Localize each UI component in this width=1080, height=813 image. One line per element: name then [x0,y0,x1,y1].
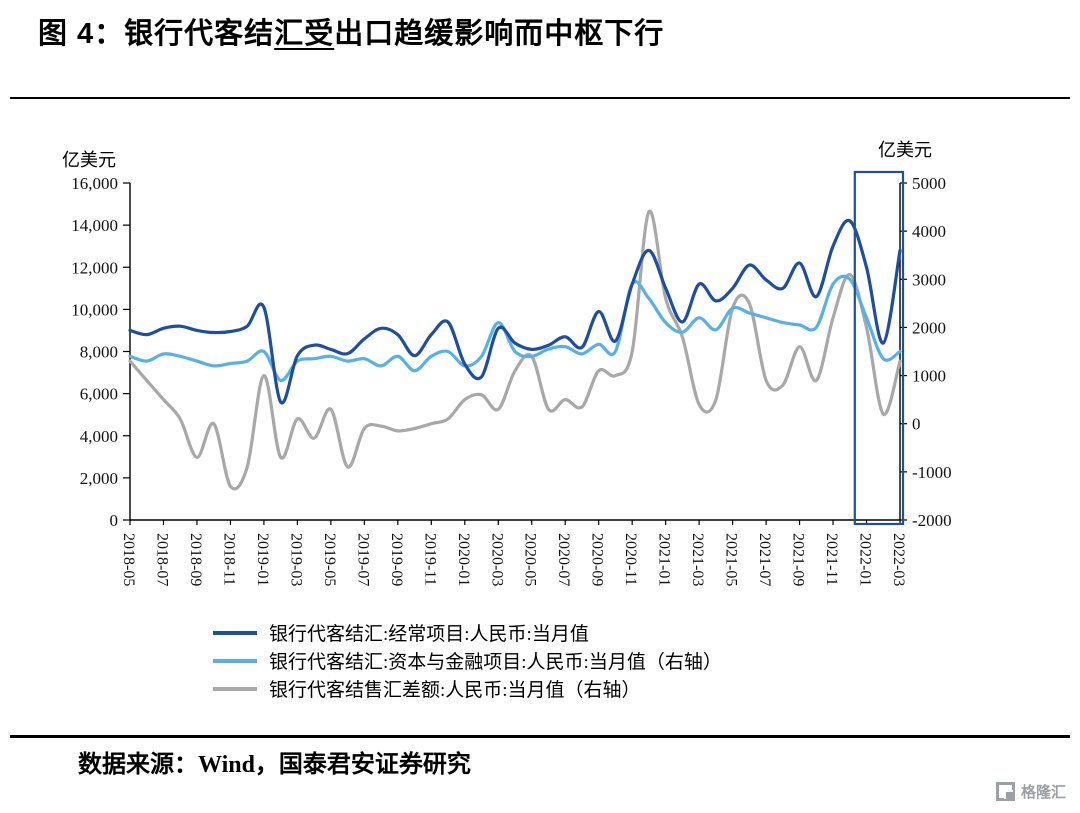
x-axis-tick-label: 2021-01 [656,533,673,586]
x-axis-tick-label: 2019-03 [287,533,304,586]
left-axis-tick-label: 16,000 [71,174,118,193]
left-axis-tick-label: 12,000 [71,258,118,277]
legend-label-settlement-balance: 银行代客结售汇差额:人民币:当月值（右轴） [269,680,641,701]
x-axis-tick-label: 2019-11 [421,533,438,586]
title-text-prefix: 图 4：银行代客结 [38,18,275,50]
x-axis-tick-label: 2022-01 [857,533,874,586]
left-axis-tick-label: 4,000 [80,427,118,446]
x-axis-tick-label: 2018-05 [120,533,137,586]
x-axis-tick-label: 2021-07 [756,533,773,586]
chart-canvas: 0 2,000 4,000 6,000 8,000 10,000 12,000 14,000 1… [71,170,952,586]
data-source-text: 数据来源：Wind，国泰君安证券研究 [78,752,471,778]
series-line-2 [128,209,902,491]
highlight-box [853,170,905,526]
x-axis-tick-label: 2022-03 [890,533,907,586]
left-axis-tick-label: 10,000 [71,300,118,319]
legend-swatch-settlement-balance [213,686,257,691]
x-axis-tick-label: 2021-03 [689,533,706,586]
left-axis-unit-label: 亿美元 [62,150,116,170]
legend-swatch-capital-financial [213,658,257,663]
x-axis-tick-label: 2019-05 [321,533,338,586]
right-axis-tick-label: 5000 [912,174,946,193]
legend-swatch-current-account [213,630,257,635]
left-axis-tick-label: 14,000 [71,216,118,235]
x-axis-tick-label: 2019-01 [254,533,271,586]
right-axis-tick-label: 3000 [912,270,946,289]
x-axis-tick-label: 2021-09 [790,533,807,586]
x-axis-tick-label: 2020-11 [622,533,639,586]
legend-item-current-account: 银行代客结汇:经常项目:人民币:当月值 [213,620,722,645]
title-text-underlined: 汇受 [274,18,335,50]
right-axis-tick-label: 0 [912,415,921,434]
right-axis-tick-label: -2000 [912,511,952,530]
bottom-divider [10,735,1070,738]
left-axis-tick-label: 0 [110,511,119,530]
gelonghui-logo-inner [1003,790,1013,799]
gelonghui-watermark: 格隆汇 [995,781,1066,802]
x-axis-tick-label: 2020-01 [455,533,472,586]
gelonghui-logo-text: 格隆汇 [1020,784,1066,801]
figure-title: 图 4：银行代客结汇受出口趋缓影响而中枢下行 [38,10,664,52]
right-axis-tick-label: 1000 [912,367,946,386]
right-axis-tick-label: 4000 [912,222,946,241]
right-axis-tick-label: 2000 [912,318,946,337]
series-line-0 [128,218,902,405]
x-axis-tick-label: 2021-05 [723,533,740,586]
top-divider [10,97,1070,99]
title-text-suffix: 出口趋缓影响而中枢下行 [334,18,665,50]
x-axis-tick-label: 2020-07 [555,533,572,586]
x-axis-tick-label: 2019-09 [388,533,405,586]
legend-item-settlement-balance: 银行代客结售汇差额:人民币:当月值（右轴） [213,676,722,701]
x-axis-tick-label: 2020-05 [522,533,539,586]
x-axis-tick-label: 2020-09 [589,533,606,586]
legend-label-current-account: 银行代客结汇:经常项目:人民币:当月值 [269,624,589,645]
x-axis-tick-label: 2019-07 [354,533,371,586]
gelonghui-logo-icon [995,782,1015,801]
x-axis-tick-label: 2020-03 [488,533,505,586]
left-axis-tick-label: 6,000 [80,385,118,404]
legend-label-capital-financial: 银行代客结汇:资本与金融项目:人民币:当月值（右轴） [269,652,722,673]
x-axis-tick-label: 2021-11 [823,533,840,586]
x-axis-tick-label: 2018-07 [153,533,170,586]
chart-legend: 银行代客结汇:经常项目:人民币:当月值 银行代客结汇:资本与金融项目:人民币:当… [213,620,722,701]
right-axis-tick-label: -1000 [912,463,952,482]
left-axis-tick-label: 2,000 [80,469,118,488]
right-axis-unit-label: 亿美元 [878,140,932,160]
left-axis-tick-label: 8,000 [80,343,118,362]
x-axis-tick-label: 2018-09 [187,533,204,586]
series-line-1 [128,274,902,382]
x-axis-tick-label: 2018-11 [220,533,237,586]
legend-item-capital-financial: 银行代客结汇:资本与金融项目:人民币:当月值（右轴） [213,648,722,673]
